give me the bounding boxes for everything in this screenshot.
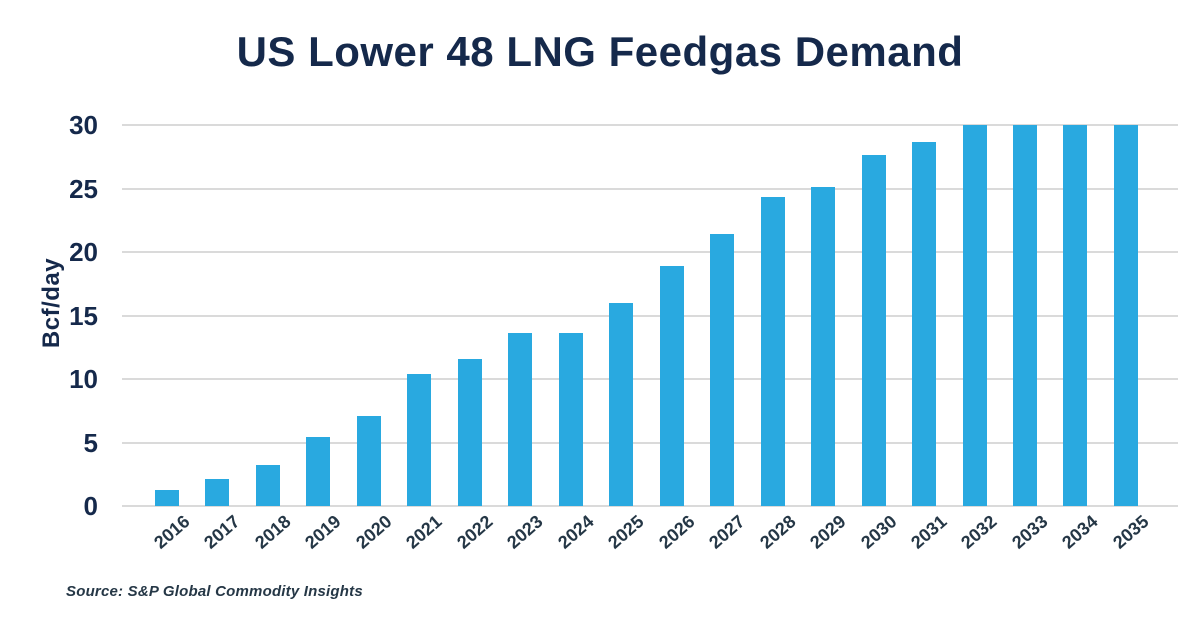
bar-slot-2020: 2020 bbox=[352, 125, 395, 553]
x-tick-label-2022: 2022 bbox=[452, 511, 497, 553]
bar-slot-2018: 2018 bbox=[251, 125, 294, 553]
bar-slot-2031: 2031 bbox=[907, 125, 950, 553]
gridline-5 bbox=[122, 441, 1178, 444]
bar-2023 bbox=[508, 333, 533, 506]
bar-2028 bbox=[760, 197, 785, 506]
bar-slot-2033: 2033 bbox=[1008, 125, 1051, 553]
x-tick-label-2032: 2032 bbox=[957, 511, 1001, 553]
x-tick-label-2018: 2018 bbox=[251, 511, 295, 553]
x-tick-label-2021: 2021 bbox=[402, 511, 446, 553]
bar-2035 bbox=[1113, 125, 1138, 506]
bar-slot-2026: 2026 bbox=[655, 125, 698, 553]
bar-slot-2024: 2024 bbox=[554, 125, 597, 553]
x-tick-label-2020: 2020 bbox=[351, 511, 396, 553]
x-tick-label-2030: 2030 bbox=[856, 511, 901, 553]
gridline-30 bbox=[122, 124, 1178, 126]
bar-2034 bbox=[1063, 125, 1088, 506]
x-tick-label-2017: 2017 bbox=[200, 511, 244, 553]
bar-2020 bbox=[356, 415, 381, 506]
x-tick-label-2031: 2031 bbox=[907, 511, 951, 553]
bar-slot-2030: 2030 bbox=[857, 125, 900, 553]
gridline-25 bbox=[122, 187, 1178, 190]
bar-2026 bbox=[659, 265, 684, 506]
bar-2027 bbox=[710, 234, 735, 506]
bar-2022 bbox=[457, 358, 482, 506]
bar-slot-2022: 2022 bbox=[453, 125, 496, 553]
x-tick-label-2027: 2027 bbox=[705, 511, 749, 553]
gridline-15 bbox=[122, 314, 1178, 317]
bar-slot-2023: 2023 bbox=[503, 125, 547, 553]
x-tick-label-2028: 2028 bbox=[755, 511, 800, 553]
bar-slot-2025: 2025 bbox=[604, 125, 648, 553]
bar-slot-2027: 2027 bbox=[705, 125, 749, 553]
bar-2016 bbox=[155, 489, 179, 506]
x-tick-label-2033: 2033 bbox=[1008, 511, 1052, 553]
y-tick-label-10: 10 bbox=[69, 364, 98, 394]
y-tick-label-30: 30 bbox=[69, 110, 98, 140]
bar-2024 bbox=[558, 333, 583, 506]
bar-slot-2016: 2016 bbox=[150, 125, 193, 553]
gridline-10 bbox=[122, 378, 1178, 381]
y-axis-tick-labels: 0 5 10 15 20 25 30 bbox=[0, 112, 122, 519]
y-tick-label-15: 15 bbox=[69, 300, 98, 331]
x-tick-label-2025: 2025 bbox=[604, 511, 648, 553]
bar-slot-2035: 2035 bbox=[1109, 125, 1152, 553]
bar-slot-2019: 2019 bbox=[302, 125, 345, 553]
x-tick-label-2034: 2034 bbox=[1058, 511, 1102, 553]
y-tick-label-5: 5 bbox=[83, 427, 98, 458]
bar-slot-2032: 2032 bbox=[958, 125, 1001, 553]
x-tick-label-2035: 2035 bbox=[1109, 511, 1153, 553]
bar-2019 bbox=[306, 437, 331, 506]
bar-2025 bbox=[609, 302, 634, 506]
x-tick-label-2023: 2023 bbox=[503, 511, 547, 553]
bar-2030 bbox=[861, 155, 886, 506]
x-tick-label-2029: 2029 bbox=[806, 511, 850, 553]
bar-2021 bbox=[407, 373, 432, 506]
x-tick-label-2019: 2019 bbox=[301, 511, 345, 553]
bar-2029 bbox=[811, 187, 836, 506]
chart-title: US Lower 48 LNG Feedgas Demand bbox=[236, 28, 964, 75]
bar-2018 bbox=[255, 465, 280, 506]
bar-slot-2034: 2034 bbox=[1059, 125, 1102, 553]
bar-2033 bbox=[1012, 125, 1037, 506]
x-tick-label-2024: 2024 bbox=[553, 511, 598, 553]
y-tick-label-20: 20 bbox=[69, 237, 98, 267]
plot-area: 0 5 10 15 20 25 30 2016 2017 2018 2019 2020 2021 202… bbox=[69, 112, 1178, 553]
bar-slot-2017: 2017 bbox=[201, 125, 244, 553]
bar-2017 bbox=[205, 479, 230, 506]
bar-slot-2029: 2029 bbox=[806, 125, 850, 553]
x-tick-label-2016: 2016 bbox=[150, 511, 194, 553]
source-note: Source: S&P Global Commodity Insights bbox=[66, 583, 363, 600]
bars: 2016 2017 2018 2019 2020 2021 2022 2023 2024 2025… bbox=[122, 125, 1178, 553]
y-tick-label-0: 0 bbox=[83, 491, 98, 521]
y-tick-label-25: 25 bbox=[69, 173, 98, 204]
bar-slot-2028: 2028 bbox=[756, 125, 799, 553]
bar-slot-2021: 2021 bbox=[402, 125, 446, 553]
bar-2032 bbox=[962, 125, 987, 506]
bar-2031 bbox=[912, 141, 937, 506]
gridline-20 bbox=[122, 251, 1178, 254]
x-tick-label-2026: 2026 bbox=[654, 511, 699, 553]
gridline-0 bbox=[122, 505, 1178, 507]
